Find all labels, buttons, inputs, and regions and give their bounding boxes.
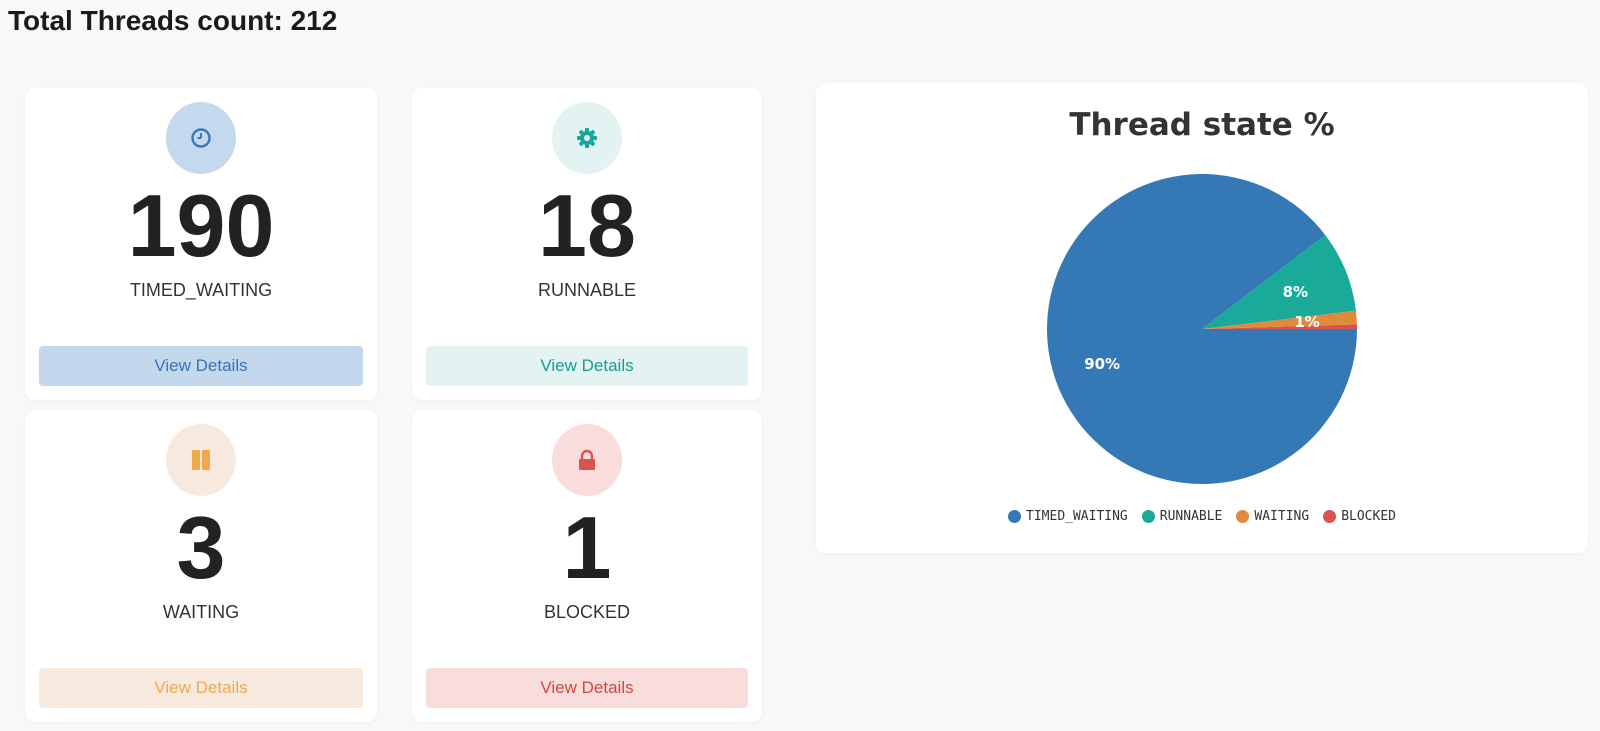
legend-dot	[1008, 510, 1022, 523]
legend-dot	[1323, 510, 1337, 523]
timed-waiting-count: 190	[127, 176, 275, 275]
page-title: Total Threads count: 212	[8, 5, 338, 36]
pie-slice-blocked[interactable]	[1202, 324, 1357, 329]
legend-label: WAITING	[1254, 509, 1310, 524]
lock-icon	[579, 449, 595, 470]
clock-icon	[191, 128, 211, 148]
chart-legend: TIMED_WAITING RUNNABLE WAITING BLOCKED	[816, 509, 1588, 524]
pie-data-label: 90%	[1084, 355, 1120, 373]
timed-waiting-icon-circle	[166, 102, 236, 174]
blocked-count: 1	[562, 498, 612, 597]
gear-icon	[577, 128, 597, 148]
runnable-label: RUNNABLE	[537, 280, 637, 300]
blocked-label: BLOCKED	[543, 602, 631, 622]
legend-item-waiting[interactable]: WAITING	[1236, 509, 1309, 524]
runnable-view-details-button[interactable]: View Details	[426, 346, 748, 386]
legend-item-blocked[interactable]: BLOCKED	[1323, 509, 1396, 524]
legend-label: RUNNABLE	[1159, 509, 1223, 524]
pie-slice-waiting[interactable]	[1202, 310, 1357, 329]
blocked-card: 1 BLOCKED View Details	[412, 410, 762, 722]
runnable-count: 18	[538, 176, 636, 275]
waiting-icon-circle	[166, 424, 236, 496]
legend-label: BLOCKED	[1341, 509, 1396, 524]
thread-state-pie-chart: 1% 8% 90%	[1047, 174, 1357, 485]
blocked-view-details-button[interactable]: View Details	[426, 668, 748, 708]
waiting-label: WAITING	[162, 602, 240, 622]
pie-data-label: 8%	[1283, 283, 1308, 301]
pie-slice-timed-waiting[interactable]	[1047, 174, 1357, 485]
thread-state-chart-card: Thread state % 1% 8% 90% TIMED_WAITING RUNN…	[816, 83, 1588, 553]
waiting-card: 3 WAITING View Details	[25, 410, 377, 722]
chart-title: Thread state %	[1069, 107, 1335, 143]
timed-waiting-view-details-button[interactable]: View Details	[39, 346, 363, 386]
runnable-icon-circle	[552, 102, 622, 174]
waiting-count: 3	[176, 498, 226, 597]
legend-dot	[1236, 510, 1250, 523]
legend-item-timed-waiting[interactable]: TIMED_WAITING	[1008, 509, 1128, 524]
legend-label: TIMED_WAITING	[1026, 509, 1128, 524]
waiting-view-details-button[interactable]: View Details	[39, 668, 363, 708]
runnable-card: 18 RUNNABLE View Details	[412, 88, 762, 400]
timed-waiting-label: TIMED_WAITING	[129, 280, 273, 300]
timed-waiting-card: 190 TIMED_WAITING View Details	[25, 88, 377, 400]
legend-dot	[1141, 510, 1155, 523]
pause-icon	[192, 450, 210, 470]
pie-slice-runnable[interactable]	[1202, 234, 1356, 329]
pie-data-label: 1%	[1294, 313, 1319, 331]
legend-item-runnable[interactable]: RUNNABLE	[1141, 509, 1223, 524]
blocked-icon-circle	[552, 424, 622, 496]
